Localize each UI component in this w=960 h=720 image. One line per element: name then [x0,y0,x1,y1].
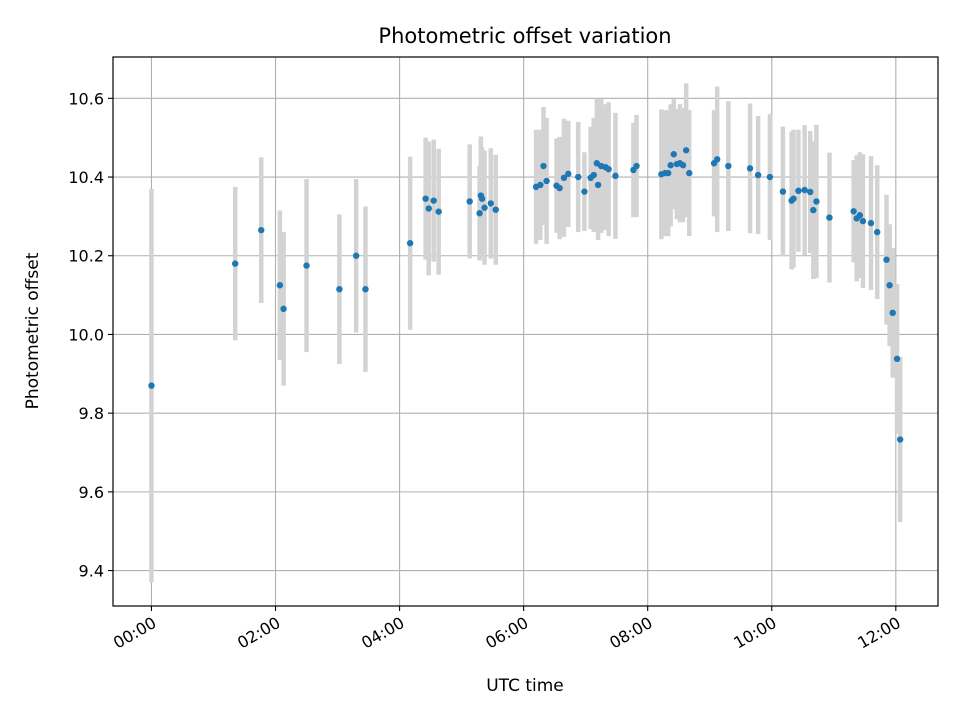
data-point [422,195,429,202]
data-point [682,147,690,154]
data-point [664,169,672,177]
data-point [430,197,437,204]
data-point [362,285,369,293]
data-point [826,214,833,221]
data-point [406,239,414,247]
y-tick-label: 10.2 [68,247,104,266]
data-point [336,285,343,293]
data-point [487,200,494,207]
data-point [435,208,442,215]
data-point [883,256,890,263]
data-point [581,188,588,195]
data-point [874,228,881,236]
y-tick-label: 9.8 [79,404,104,423]
data-point [746,165,754,172]
data-point [896,436,904,443]
data-point [810,206,817,214]
data-point [605,165,612,173]
data-point [612,172,619,180]
data-point [856,212,864,219]
y-tick-label: 10.6 [68,89,104,108]
x-axis-label: UTC time [486,676,564,696]
data-point [679,162,687,169]
data-point [790,195,797,202]
y-tick-label: 9.4 [79,562,104,581]
data-point [859,217,867,225]
plot-frame [112,56,939,607]
y-axis-label: Photometric offset [23,252,43,409]
chart-title: Photometric offset variation [378,24,671,48]
data-point [258,226,265,234]
data-point [886,282,893,289]
data-point [779,188,787,195]
data-point [276,282,284,289]
data-point [425,205,432,212]
data-point [590,171,597,179]
data-point [565,170,572,178]
data-point [807,188,814,196]
data-point [766,173,774,181]
data-point [850,208,857,215]
data-point [556,184,563,192]
data-point [633,162,640,170]
data-point [537,181,544,189]
y-tick-label: 9.6 [79,483,104,502]
data-point [575,173,582,181]
y-axis-ticks: 9.4 9.6 9.8 10.0 10.2 10.4 10.6 [68,89,113,581]
y-tick-label: 10.4 [68,168,104,187]
data-point [543,177,550,185]
data-point [813,198,820,205]
data-point [867,219,875,227]
data-point [670,151,677,158]
data-point [466,198,473,205]
data-point [560,174,568,182]
data-point [492,206,499,213]
y-tick-label: 10.0 [68,325,104,344]
data-point [795,187,802,195]
data-point [893,355,901,363]
data-point [481,204,488,211]
data-point [476,210,483,217]
data-point [148,382,155,389]
data-point [352,252,360,259]
data-point [231,260,239,267]
data-point [801,186,808,194]
data-point [889,309,896,317]
data-point [478,195,486,202]
data-points [148,147,904,443]
data-point [725,162,732,170]
data-point [280,305,287,313]
data-point [594,181,602,189]
data-point [540,162,547,170]
data-point [686,169,693,177]
data-point [667,162,674,169]
data-point [754,171,762,179]
data-point [713,156,721,163]
data-point [303,262,310,269]
